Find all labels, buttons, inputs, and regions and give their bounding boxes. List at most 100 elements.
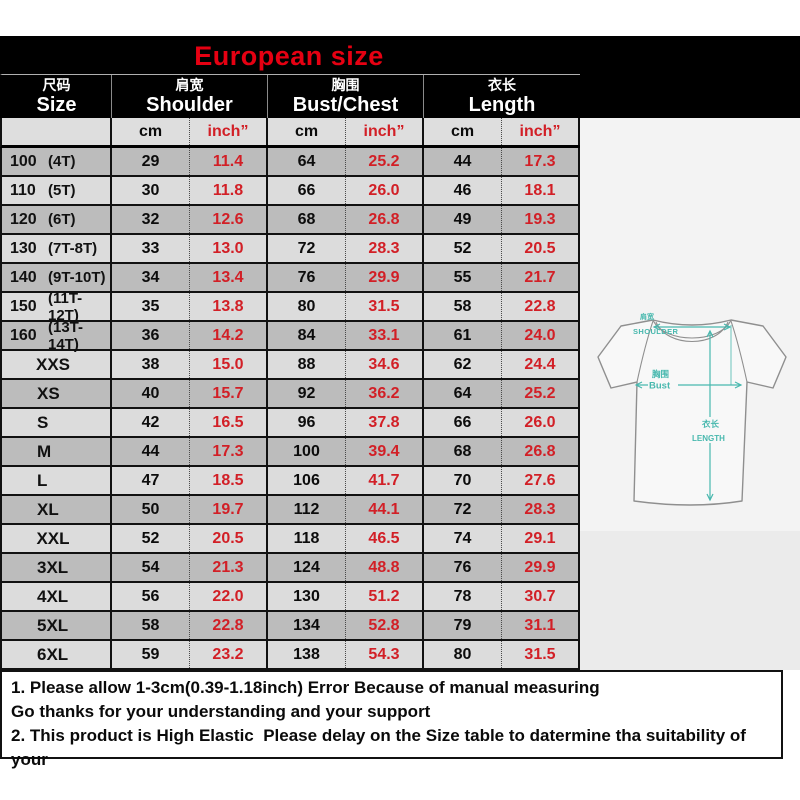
tshirt-diagram: 肩宽 SHOULDER 胸围 Bust 衣长 LENGTH (597, 312, 787, 506)
size-label: 100 (10, 152, 37, 170)
length-inch-value: 22.8 (502, 293, 580, 320)
table-row: L 47 18.5 106 41.7 70 27.6 (2, 467, 580, 496)
bust-inch-value: 36.2 (346, 380, 424, 407)
shoulder-inch-value: 19.7 (190, 496, 268, 523)
bust-inch-value: 28.3 (346, 235, 424, 262)
size-cell: 5XL (2, 612, 112, 639)
length-inch-value: 26.0 (502, 409, 580, 436)
size-sublabel: (5T) (48, 182, 76, 199)
diagram-panel (580, 118, 800, 670)
length-cm-value: 61 (424, 322, 502, 349)
size-label: 6XL (37, 644, 69, 664)
length-inch-value: 19.3 (502, 206, 580, 233)
table-row: M 44 17.3 100 39.4 68 26.8 (2, 438, 580, 467)
length-cm-value: 76 (424, 554, 502, 581)
unit-cm-label: cm (268, 118, 346, 145)
note-line-3: 2. This product is High Elastic Please d… (11, 726, 751, 769)
size-label: 110 (10, 181, 36, 199)
length-cm-value: 58 (424, 293, 502, 320)
bust-cm-value: 130 (268, 583, 346, 610)
length-cm-value: 66 (424, 409, 502, 436)
shoulder-cm-value: 44 (112, 438, 190, 465)
size-label: 140 (10, 268, 37, 286)
shoulder-cm-value: 52 (112, 525, 190, 552)
shoulder-inch-value: 15.7 (190, 380, 268, 407)
bust-cm-value: 76 (268, 264, 346, 291)
length-header-en: Length (468, 94, 536, 116)
size-cell: 140 (9T-10T) (2, 264, 112, 291)
size-cell: 130 (7T-8T) (2, 235, 112, 262)
size-label: S (37, 412, 49, 432)
length-header-zh: 衣长 (488, 77, 516, 93)
shoulder-cm-value: 32 (112, 206, 190, 233)
header-band (0, 36, 800, 118)
column-header-row: 尺码 Size 肩宽 Shoulder 胸围 Bust/Chest 衣长 Len… (0, 74, 580, 118)
unit-inch-label: inch” (346, 118, 424, 145)
size-label: 130 (10, 239, 37, 257)
bust-cm-value: 118 (268, 525, 346, 552)
length-inch-value: 21.7 (502, 264, 580, 291)
shoulder-cm-value: 38 (112, 351, 190, 378)
note-line-2: Go thanks for your understanding and you… (11, 702, 431, 721)
size-cell: XXS (2, 351, 112, 378)
table-row: XL 50 19.7 112 44.1 72 28.3 (2, 496, 580, 525)
length-cm-value: 70 (424, 467, 502, 494)
bust-cm-value: 106 (268, 467, 346, 494)
size-cell: 4XL (2, 583, 112, 610)
bust-cm-value: 80 (268, 293, 346, 320)
length-inch-value: 30.7 (502, 583, 580, 610)
unit-inch-label: inch” (502, 118, 580, 145)
length-label-en: LENGTH (692, 434, 725, 443)
shoulder-cm-value: 50 (112, 496, 190, 523)
size-cell: S (2, 409, 112, 436)
size-cell: 110 (5T) (2, 177, 112, 204)
size-label: 150 (10, 297, 37, 315)
bust-inch-value: 44.1 (346, 496, 424, 523)
shoulder-inch-value: 12.6 (190, 206, 268, 233)
size-sublabel: (4T) (48, 153, 76, 170)
bust-cm-value: 124 (268, 554, 346, 581)
size-cell: XS (2, 380, 112, 407)
bust-cm-value: 84 (268, 322, 346, 349)
shoulder-cm-value: 59 (112, 641, 190, 668)
shoulder-inch-value: 23.2 (190, 641, 268, 668)
shoulder-inch-value: 20.5 (190, 525, 268, 552)
shoulder-header-en: Shoulder (146, 94, 233, 116)
length-inch-value: 29.9 (502, 554, 580, 581)
shoulder-inch-value: 18.5 (190, 467, 268, 494)
bust-inch-value: 25.2 (346, 148, 424, 175)
bust-label-zh: 胸围 (652, 369, 669, 379)
shoulder-label-zh: 肩宽 (639, 312, 654, 321)
column-header-bust: 胸围 Bust/Chest (268, 75, 424, 118)
length-cm-value: 72 (424, 496, 502, 523)
shoulder-inch-value: 17.3 (190, 438, 268, 465)
bust-inch-value: 54.3 (346, 641, 424, 668)
bust-inch-value: 46.5 (346, 525, 424, 552)
left-sleeve-seam (636, 320, 654, 383)
size-sublabel: (11T-12T) (48, 289, 83, 324)
unit-cm-label: cm (112, 118, 190, 145)
table-row: 3XL 54 21.3 124 48.8 76 29.9 (2, 554, 580, 583)
shoulder-cm-value: 34 (112, 264, 190, 291)
bust-inch-value: 33.1 (346, 322, 424, 349)
length-cm-value: 68 (424, 438, 502, 465)
size-label: 3XL (37, 557, 69, 577)
length-inch-value: 24.0 (502, 322, 580, 349)
bust-cm-value: 96 (268, 409, 346, 436)
table-row: 110 (5T) 30 11.8 66 26.0 46 18.1 (2, 177, 580, 206)
table-row: 150 (11T-12T) 35 13.8 80 31.5 58 22.8 (2, 289, 580, 324)
table-row: 4XL 56 22.0 130 51.2 78 30.7 (2, 583, 580, 612)
size-cell: 6XL (2, 641, 112, 668)
length-arrow (706, 329, 714, 502)
table-row: XXL 52 20.5 118 46.5 74 29.1 (2, 525, 580, 554)
bust-inch-value: 31.5 (346, 293, 424, 320)
size-sublabel: (13T-14T) (48, 318, 84, 353)
bust-header-zh: 胸围 (331, 77, 360, 93)
length-inch-value: 18.1 (502, 177, 580, 204)
length-inch-value: 24.4 (502, 351, 580, 378)
length-cm-value: 46 (424, 177, 502, 204)
size-sublabel: (6T) (48, 211, 76, 228)
table-row: 100 (4T) 29 11.4 64 25.2 44 17.3 (2, 148, 580, 177)
size-header-en: Size (36, 94, 77, 116)
